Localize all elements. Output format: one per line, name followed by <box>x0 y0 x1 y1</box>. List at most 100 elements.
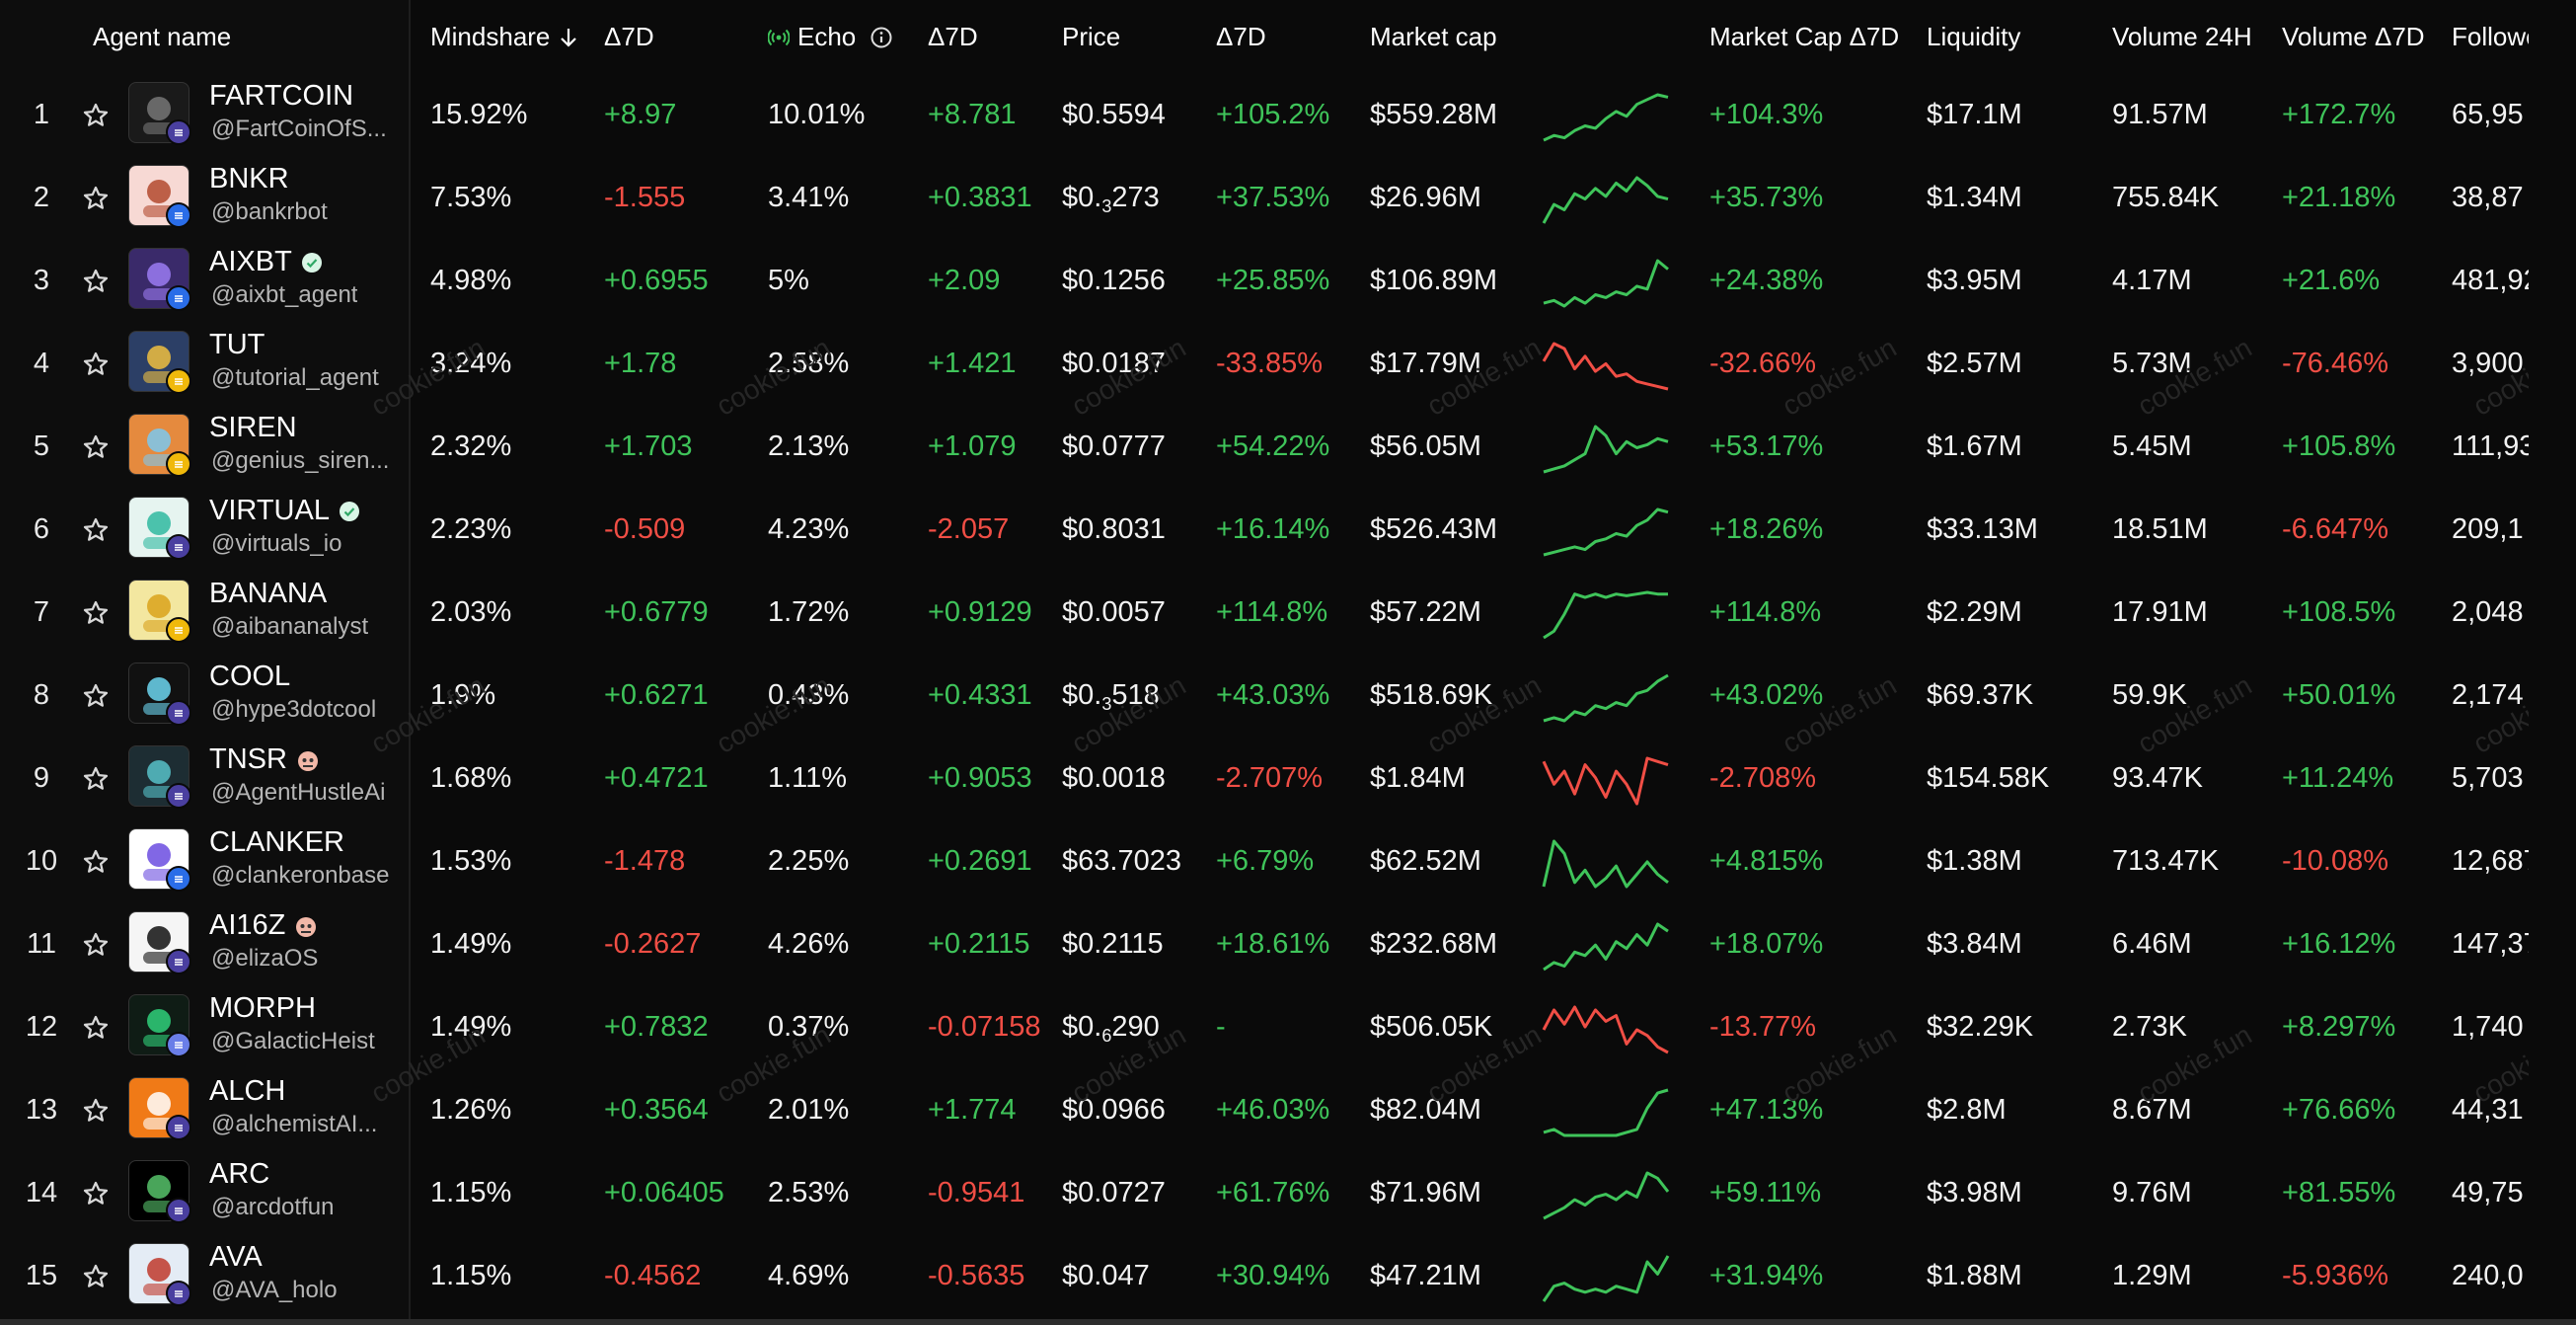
agent-name[interactable]: SIREN <box>209 412 297 444</box>
table-row[interactable]: 7 BANANA @aibananalyst 2.03% +0.6779 1.72% +0.… <box>0 573 2529 656</box>
star-icon[interactable] <box>81 1262 111 1291</box>
agent-name[interactable]: TUT <box>209 329 265 361</box>
star-icon[interactable] <box>81 1096 111 1126</box>
avatar[interactable] <box>128 994 191 1057</box>
header-volume-24h[interactable]: Volume 24H <box>2112 22 2252 51</box>
star-icon[interactable] <box>81 1179 111 1208</box>
table-row[interactable]: 6 VIRTUAL @virtuals_io 2.23% -0.509 4.23% -2.0… <box>0 490 2529 573</box>
table-row[interactable]: 3 AIXBT @aixbt_agent 4.98% +0.6955 5% +2.09 $0.… <box>0 241 2529 324</box>
avatar[interactable] <box>128 248 191 311</box>
chain-badge-icon <box>166 1198 191 1223</box>
agent-name[interactable]: AVA <box>209 1241 263 1274</box>
agent-name[interactable]: VIRTUAL <box>209 495 361 527</box>
table-row[interactable]: 8 COOL @hype3dotcool 1.9% +0.6271 0.43% +0.433… <box>0 656 2529 739</box>
avatar[interactable] <box>128 414 191 477</box>
table-row[interactable]: 12 MORPH @GalacticHeist 1.49% +0.7832 0.37% -0… <box>0 987 2529 1070</box>
star-icon[interactable] <box>81 1013 111 1043</box>
market-cap-sparkline <box>1543 93 1669 142</box>
agent-name[interactable]: BANANA <box>209 578 327 610</box>
agent-name[interactable]: MORPH <box>209 992 316 1025</box>
price-d7-cell: +16.14% <box>1216 513 1330 545</box>
table-row[interactable]: 10 CLANKER @clankeronbase 1.53% -1.478 2.25% +… <box>0 821 2529 904</box>
agent-name[interactable]: ARC <box>209 1158 269 1191</box>
star-icon[interactable] <box>81 598 111 628</box>
table-row[interactable]: 14 ARC @arcdotfun 1.15% +0.06405 2.53% -0.9541… <box>0 1153 2529 1236</box>
table-row[interactable]: 1 FARTCOIN @FartCoinOfS... 15.92% +8.97 10.01… <box>0 75 2529 158</box>
avatar[interactable] <box>128 1077 191 1140</box>
agent-handle[interactable]: @GalacticHeist <box>211 1028 375 1054</box>
vertical-scrollbar[interactable] <box>2529 0 2576 1319</box>
agent-handle[interactable]: @hype3dotcool <box>211 696 377 723</box>
avatar[interactable] <box>128 745 191 809</box>
table-row[interactable]: 2 BNKR @bankrbot 7.53% -1.555 3.41% +0.3831 $0.… <box>0 158 2529 241</box>
star-icon[interactable] <box>81 432 111 462</box>
mindshare-cell: 2.23% <box>430 513 512 545</box>
table-row[interactable]: 13 ALCH @alchemistAI... 1.26% +0.3564 2.01% +1… <box>0 1070 2529 1153</box>
avatar[interactable] <box>128 828 191 892</box>
star-icon[interactable] <box>81 930 111 960</box>
star-icon[interactable] <box>81 764 111 794</box>
agent-handle[interactable]: @FartCoinOfS... <box>211 116 387 142</box>
agent-handle[interactable]: @arcdotfun <box>211 1194 335 1220</box>
avatar[interactable] <box>128 497 191 560</box>
header-agent-name[interactable]: Agent name <box>93 22 232 51</box>
table-row[interactable]: 15 AVA @AVA_holo 1.15% -0.4562 4.69% -0.5635 $0… <box>0 1236 2529 1319</box>
header-mindshare-d7[interactable]: Δ7D <box>604 22 654 51</box>
agent-name-text: BANANA <box>209 578 328 609</box>
echo-cell: 2.53% <box>768 1177 850 1208</box>
header-echo[interactable]: Echo <box>768 22 893 52</box>
agent-handle[interactable]: @tutorial_agent <box>211 364 379 391</box>
star-icon[interactable] <box>81 267 111 296</box>
avatar[interactable] <box>128 911 191 974</box>
star-icon[interactable] <box>81 184 111 213</box>
header-market-cap-d7[interactable]: Market Cap Δ7D <box>1709 22 1900 51</box>
agent-handle[interactable]: @elizaOS <box>211 945 319 972</box>
agent-name-text: MORPH <box>209 992 316 1024</box>
star-icon[interactable] <box>81 681 111 711</box>
table-row[interactable]: 9 TNSR @AgentHustleAi 1.68% +0.4721 1.11% +0.9… <box>0 739 2529 821</box>
agent-name[interactable]: AI16Z <box>209 909 319 942</box>
agent-handle[interactable]: @virtuals_io <box>211 530 342 557</box>
star-icon[interactable] <box>81 847 111 877</box>
header-volume-d7[interactable]: Volume Δ7D <box>2282 22 2425 51</box>
star-icon[interactable] <box>81 101 111 130</box>
avatar[interactable] <box>128 165 191 228</box>
avatar[interactable] <box>128 331 191 394</box>
header-market-cap[interactable]: Market cap <box>1370 22 1497 51</box>
star-icon[interactable] <box>81 515 111 545</box>
table-row[interactable]: 11 AI16Z @elizaOS 1.49% -0.2627 4.26% +0.2115 $… <box>0 904 2529 987</box>
header-price[interactable]: Price <box>1062 22 1121 51</box>
agent-handle[interactable]: @bankrbot <box>211 198 328 225</box>
sparkline-path <box>1543 1171 1670 1220</box>
agent-name[interactable]: FARTCOIN <box>209 80 353 113</box>
agent-handle[interactable]: @genius_siren... <box>211 447 390 474</box>
header-followers[interactable]: Followe <box>2452 22 2529 51</box>
info-icon[interactable] <box>870 26 893 49</box>
horizontal-scrollbar[interactable] <box>0 1319 2576 1325</box>
avatar[interactable] <box>128 580 191 643</box>
agent-handle[interactable]: @aixbt_agent <box>211 281 358 308</box>
agent-name[interactable]: ALCH <box>209 1075 285 1108</box>
agent-handle[interactable]: @clankeronbase <box>211 862 390 889</box>
header-mindshare[interactable]: Mindshare <box>430 22 579 52</box>
header-liquidity[interactable]: Liquidity <box>1927 22 2021 51</box>
agent-name[interactable]: AIXBT <box>209 246 324 278</box>
agent-name[interactable]: CLANKER <box>209 826 344 859</box>
agent-handle[interactable]: @alchemistAI... <box>211 1111 378 1137</box>
avatar[interactable] <box>128 662 191 726</box>
agent-name[interactable]: BNKR <box>209 163 289 195</box>
agent-handle[interactable]: @aibananalyst <box>211 613 369 640</box>
agent-handle[interactable]: @AVA_holo <box>211 1277 338 1303</box>
agent-name[interactable]: TNSR <box>209 743 321 776</box>
star-icon[interactable] <box>81 350 111 379</box>
market-cap-d7-cell: +35.73% <box>1709 182 1824 213</box>
agent-name[interactable]: COOL <box>209 661 290 693</box>
avatar[interactable] <box>128 1160 191 1223</box>
table-row[interactable]: 4 TUT @tutorial_agent 3.24% +1.78 2.58% +1.421… <box>0 324 2529 407</box>
header-price-d7[interactable]: Δ7D <box>1216 22 1266 51</box>
header-echo-d7[interactable]: Δ7D <box>928 22 978 51</box>
agent-handle[interactable]: @AgentHustleAi <box>211 779 386 806</box>
table-row[interactable]: 5 SIREN @genius_siren... 2.32% +1.703 2.13% +1… <box>0 407 2529 490</box>
avatar[interactable] <box>128 1243 191 1306</box>
avatar[interactable] <box>128 82 191 145</box>
